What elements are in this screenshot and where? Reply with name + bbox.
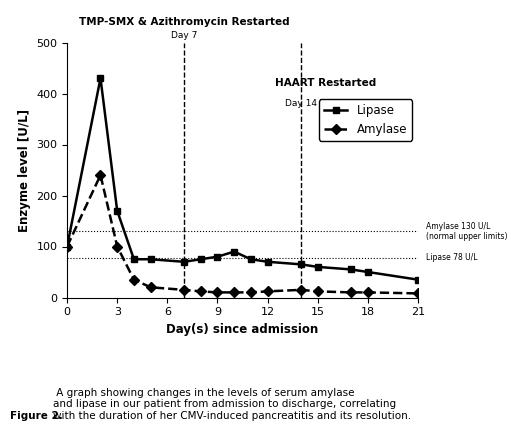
Amylase — [231, 290, 237, 295]
Amylase — [315, 289, 321, 294]
Text: Day 14: Day 14 — [285, 99, 317, 108]
Amylase — [365, 290, 371, 295]
Amylase — [131, 277, 137, 282]
X-axis label: Day(s) since admission: Day(s) since admission — [166, 323, 319, 336]
Line: Lipase: Lipase — [63, 75, 422, 283]
Lipase — [214, 254, 220, 259]
Text: Amylase 130 U/L
(normal upper limits): Amylase 130 U/L (normal upper limits) — [426, 221, 508, 241]
Lipase — [114, 208, 120, 213]
Text: TMP-SMX & Azithromycin Restarted: TMP-SMX & Azithromycin Restarted — [79, 17, 289, 27]
Amylase — [98, 173, 104, 178]
Text: Lipase 78 U/L: Lipase 78 U/L — [426, 253, 478, 262]
Lipase — [298, 262, 304, 267]
Lipase — [231, 249, 237, 254]
Amylase — [214, 290, 220, 295]
Amylase — [415, 291, 421, 296]
Lipase — [98, 76, 104, 81]
Amylase — [198, 289, 204, 294]
Lipase — [198, 257, 204, 262]
Amylase — [148, 285, 154, 290]
Lipase — [131, 257, 137, 262]
Text: Day 7: Day 7 — [171, 31, 197, 40]
Lipase — [64, 244, 70, 249]
Lipase — [148, 257, 154, 262]
Text: Figure 2.: Figure 2. — [10, 411, 63, 421]
Amylase — [298, 287, 304, 292]
Amylase — [64, 244, 70, 249]
Lipase — [415, 277, 421, 282]
Text: A graph showing changes in the levels of serum amylase
and lipase in our patient: A graph showing changes in the levels of… — [53, 388, 411, 421]
Amylase — [114, 244, 120, 249]
Lipase — [265, 259, 271, 264]
Amylase — [248, 290, 254, 295]
Lipase — [315, 264, 321, 269]
Amylase — [181, 287, 187, 292]
Lipase — [181, 259, 187, 264]
Amylase — [348, 290, 354, 295]
Lipase — [365, 269, 371, 275]
Amylase — [265, 289, 271, 294]
Text: HAART Restarted: HAART Restarted — [276, 78, 377, 88]
Y-axis label: Enzyme level [U/L]: Enzyme level [U/L] — [18, 108, 30, 232]
Legend: Lipase, Amylase: Lipase, Amylase — [319, 99, 412, 141]
Lipase — [248, 257, 254, 262]
Lipase — [348, 267, 354, 272]
Line: Amylase: Amylase — [63, 172, 422, 297]
